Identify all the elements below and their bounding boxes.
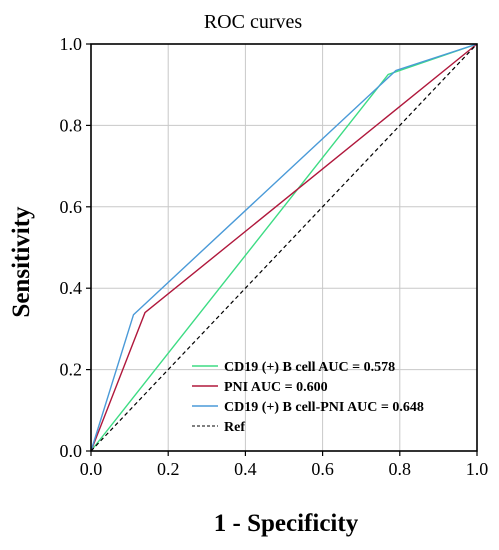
plot-frame bbox=[90, 43, 478, 452]
y-tick-label: 0.6 bbox=[60, 197, 83, 217]
legend-label: PNI AUC = 0.600 bbox=[224, 380, 328, 395]
x-tick-label: 0.0 bbox=[80, 459, 103, 479]
series-line-3 bbox=[90, 43, 478, 452]
x-tick-label: 0.4 bbox=[234, 459, 257, 479]
y-tick-label: 1.0 bbox=[60, 34, 83, 54]
x-tick-label: 0.2 bbox=[157, 459, 180, 479]
chart-title: ROC curves bbox=[204, 11, 303, 33]
legend-label: CD19 (+) B cell-PNI AUC = 0.648 bbox=[224, 400, 424, 415]
grid-lines bbox=[91, 44, 477, 451]
axis-ticks: 0.0 0.2 0.4 0.6 0.8 1.0 0.0 0.2 0.4 0.6 0.8 1.0 bbox=[60, 34, 489, 479]
legend-label: CD19 (+) B cell AUC = 0.578 bbox=[224, 360, 395, 375]
y-tick-label: 0.4 bbox=[60, 278, 83, 298]
plot-series bbox=[90, 43, 478, 452]
x-axis-label: 1 - Specificity bbox=[214, 510, 359, 537]
y-tick-label: 0.0 bbox=[60, 441, 83, 461]
series-line-1 bbox=[90, 43, 478, 452]
legend-label: Ref bbox=[224, 420, 245, 435]
y-axis-label: Sensitivity bbox=[8, 206, 35, 318]
y-tick-label: 0.2 bbox=[60, 360, 83, 380]
x-tick-label: 0.6 bbox=[311, 459, 334, 479]
series-line-2 bbox=[90, 43, 478, 452]
y-tick-label: 0.8 bbox=[60, 115, 83, 135]
x-tick-label: 1.0 bbox=[466, 459, 489, 479]
x-tick-label: 0.8 bbox=[389, 459, 412, 479]
legend: CD19 (+) B cell AUC = 0.578 PNI AUC = 0.6… bbox=[192, 360, 424, 435]
